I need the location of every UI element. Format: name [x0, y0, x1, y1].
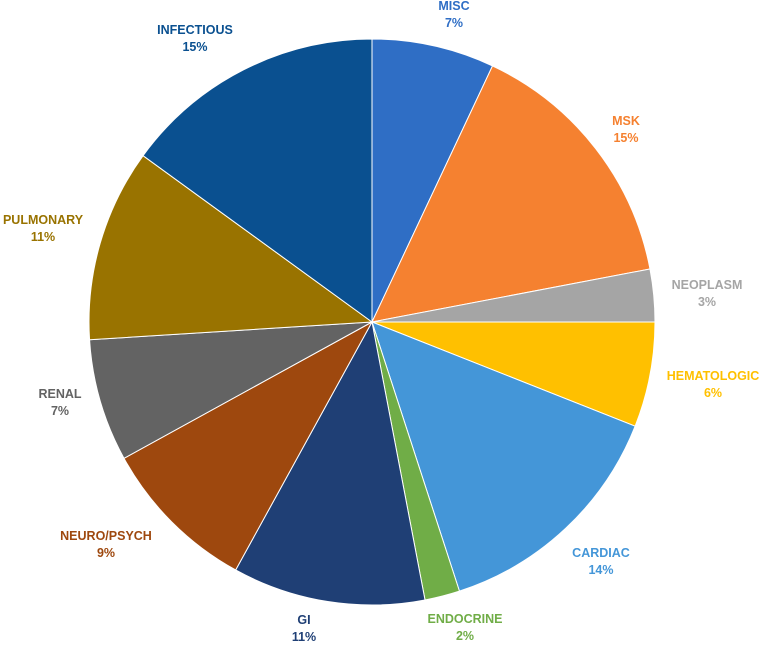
slice-name-endocrine: ENDOCRINE: [427, 612, 502, 626]
slice-gi: [234, 320, 426, 606]
slice-name-renal: RENAL: [38, 387, 81, 401]
slice-percent-pulmonary: 11%: [31, 230, 55, 244]
slice-labels: MISC 7% MSK 15% NEOPLASM 3% HEMATOLOGIC 6% CARDI…: [3, 0, 759, 644]
slice-percent-msk: 15%: [613, 131, 638, 145]
slice-renal: [89, 321, 373, 460]
slice-label-endocrine: ENDOCRINE 2%: [427, 612, 502, 643]
slice-label-cardiac: CARDIAC 14%: [572, 546, 630, 577]
slice-name-hematologic: HEMATOLOGIC: [667, 369, 760, 383]
slice-label-pulmonary: PULMONARY 11%: [3, 213, 84, 244]
slice-label-gi: GI 11%: [292, 613, 316, 644]
slice-percent-gi: 11%: [292, 630, 316, 644]
slice-neuro-psych: [123, 320, 374, 571]
slice-pulmonary: [88, 154, 374, 341]
slice-msk: [371, 65, 651, 323]
slice-label-infectious: INFECTIOUS 15%: [157, 23, 233, 54]
slice-label-neoplasm: NEOPLASM 3%: [672, 278, 743, 309]
slice-label-renal: RENAL 7%: [38, 387, 81, 418]
slice-infectious: [142, 38, 373, 323]
slice-label-misc: MISC 7%: [438, 0, 469, 30]
slice-label-hematologic: HEMATOLOGIC 6%: [667, 369, 760, 400]
slice-percent-renal: 7%: [51, 404, 69, 418]
slice-name-msk: MSK: [612, 114, 640, 128]
slice-misc: [371, 38, 494, 323]
slice-percent-hematologic: 6%: [704, 386, 722, 400]
slice-name-cardiac: CARDIAC: [572, 546, 630, 560]
slice-label-neuro-psych: NEURO/PSYCH 9%: [60, 529, 152, 560]
slice-percent-infectious: 15%: [182, 40, 207, 54]
pie-slices: [88, 38, 656, 606]
slice-label-msk: MSK 15%: [612, 114, 640, 145]
slice-name-gi: GI: [297, 613, 310, 627]
slice-percent-misc: 7%: [445, 16, 463, 30]
slice-name-neoplasm: NEOPLASM: [672, 278, 743, 292]
slice-percent-endocrine: 2%: [456, 629, 474, 643]
slice-percent-neuro-psych: 9%: [97, 546, 115, 560]
slice-name-infectious: INFECTIOUS: [157, 23, 233, 37]
slice-percent-neoplasm: 3%: [698, 295, 716, 309]
slice-name-neuro-psych: NEURO/PSYCH: [60, 529, 152, 543]
slice-name-misc: MISC: [438, 0, 469, 13]
slice-name-pulmonary: PULMONARY: [3, 213, 84, 227]
slice-percent-cardiac: 14%: [588, 563, 613, 577]
